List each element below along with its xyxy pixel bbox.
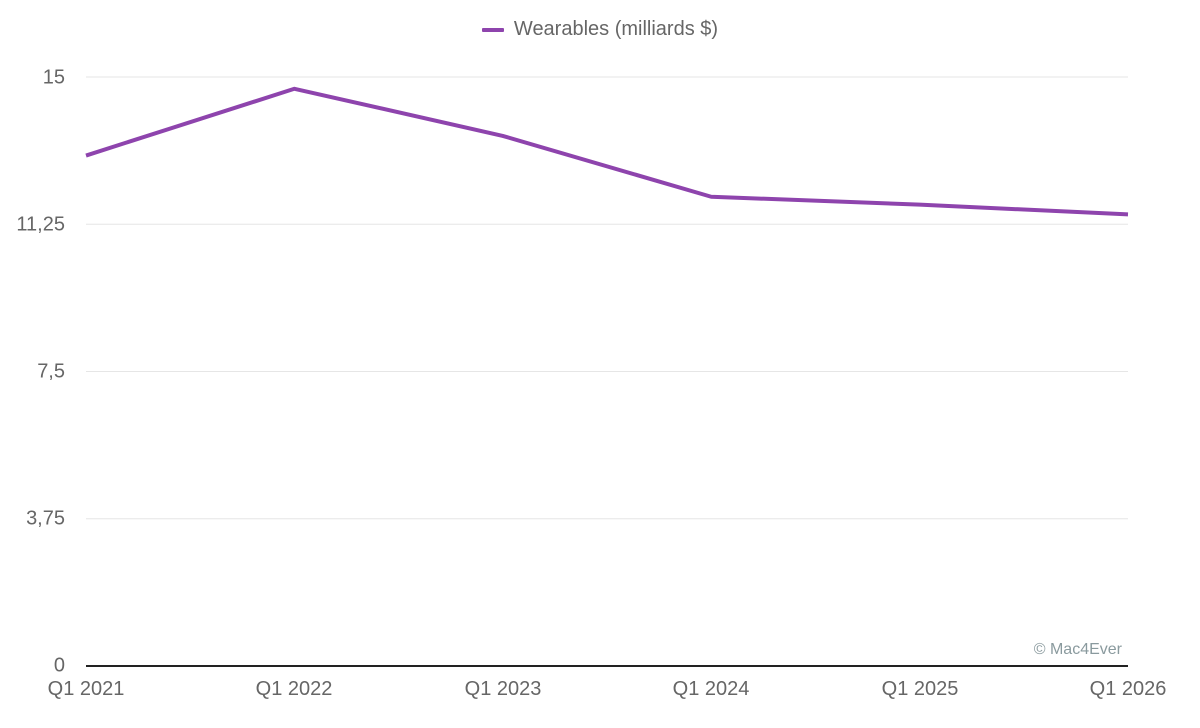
gridlines <box>86 76 1128 520</box>
x-tick-label-q1-2025: Q1 2025 <box>881 678 959 700</box>
x-tick-label-q1-2022: Q1 2022 <box>255 678 333 700</box>
y-tick-label-11-25: 11,25 <box>16 213 65 236</box>
x-tick-label-q1-2026: Q1 2026 <box>1089 678 1167 700</box>
legend-label: Wearables (milliards $) <box>513 18 719 40</box>
x-tick-label-q1-2024: Q1 2024 <box>672 678 750 700</box>
y-tick-label-7-5: 7,5 <box>37 360 65 383</box>
x-tick-label-q1-2021: Q1 2021 <box>47 678 125 700</box>
copyright-credit: © Mac4Ever <box>1033 641 1122 658</box>
legend-line-swatch-icon <box>481 27 504 32</box>
y-tick-label-3-75: 3,75 <box>26 507 65 530</box>
wearables-series-line[interactable] <box>85 86 1129 217</box>
y-tick-label-15: 15 <box>42 66 65 89</box>
x-tick-label-q1-2023: Q1 2023 <box>464 678 542 700</box>
y-tick-label-0: 0 <box>53 654 65 677</box>
chart-legend[interactable]: Wearables (milliards $) <box>0 18 1200 41</box>
